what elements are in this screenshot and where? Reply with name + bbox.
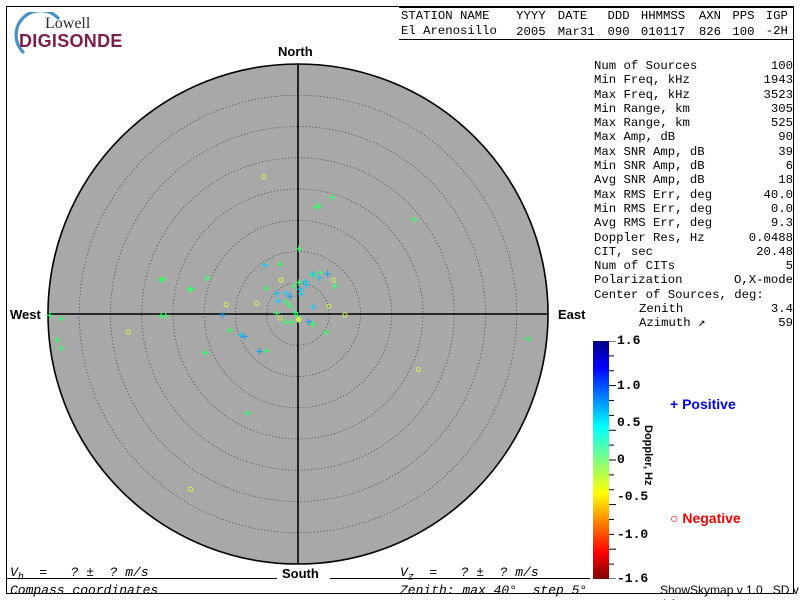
svg-text:Doppler, Hz: Doppler, Hz [642, 425, 654, 486]
